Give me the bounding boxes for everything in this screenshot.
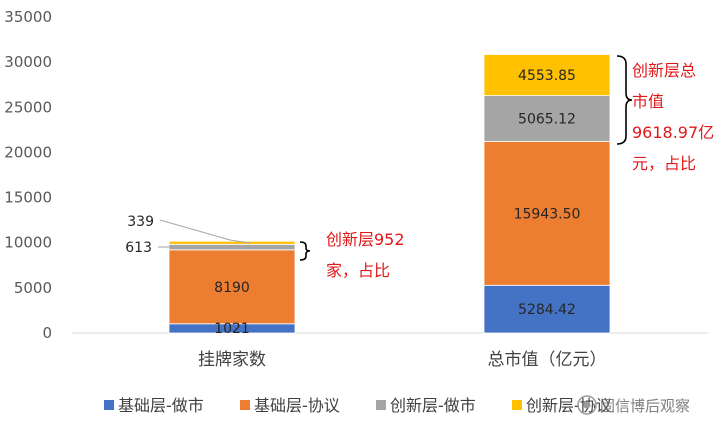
data-labels: 1021 8190 613 339 5284.42 15943.50 5065.12 4553… xyxy=(125,68,580,337)
y-tick-label: 35000 xyxy=(4,8,52,26)
bar-segment-1-3 xyxy=(168,243,296,251)
bar-segment-2-2 xyxy=(483,140,611,286)
y-tick-label: 15000 xyxy=(4,189,52,207)
annotation-count-line-1: 创新层952 xyxy=(326,230,405,249)
data-label-2-3: 5065.12 xyxy=(518,111,576,127)
legend-swatch xyxy=(104,400,114,410)
watermark-logo-icon xyxy=(577,395,597,415)
legend-swatch xyxy=(512,400,522,410)
bar-segment-2-3 xyxy=(483,95,611,142)
y-tick-label: 25000 xyxy=(4,98,52,116)
x-category-label: 挂牌家数 xyxy=(198,350,266,370)
y-tick-label: 0 xyxy=(42,324,52,342)
leader-line-339 xyxy=(159,219,251,244)
bar-segment-2-1 xyxy=(483,284,611,334)
y-axis: 0 5000 10000 15000 20000 25000 30000 35000 xyxy=(4,8,52,342)
data-label-1-2: 8190 xyxy=(214,280,250,296)
data-label-1-4: 339 xyxy=(127,214,154,230)
legend-swatch xyxy=(240,400,250,410)
annotation-count-line-2: 家，占比 xyxy=(326,261,390,280)
legend-item: 基础层-协议 xyxy=(240,396,340,415)
watermark-text: 固信博后观察 xyxy=(600,397,690,415)
bar-segment-1-4 xyxy=(168,240,296,245)
data-label-2-4: 4553.85 xyxy=(518,68,576,84)
brace-innovation-count xyxy=(299,241,311,261)
x-axis-categories: 挂牌家数 总市值（亿元） xyxy=(198,350,607,370)
legend-item: 创新层-做市 xyxy=(376,396,476,415)
y-tick-label: 5000 xyxy=(14,279,52,297)
annotation-value-line-4: 元，占比 xyxy=(632,154,696,173)
y-tick-label: 10000 xyxy=(4,234,52,252)
bars: 1021 8190 613 339 5284.42 15943.50 5065.12 4553… xyxy=(125,54,611,337)
data-label-2-1: 5284.42 xyxy=(518,302,576,318)
data-label-1-3: 613 xyxy=(125,240,152,256)
data-label-1-1: 1021 xyxy=(214,321,250,337)
annotation-value-line-3: 9618.97亿 xyxy=(632,123,714,142)
legend-label: 创新层-做市 xyxy=(390,396,476,415)
bar-segment-1-2 xyxy=(168,249,296,325)
x-category-label: 总市值（亿元） xyxy=(488,350,607,370)
watermark: 固信博后观察 xyxy=(577,395,690,415)
legend-label: 创新层-协议 xyxy=(526,396,612,415)
legend-label: 基础层-做市 xyxy=(118,396,204,415)
annotation-value-line-2: 市值 xyxy=(632,92,664,111)
bar-segment-2-4 xyxy=(483,54,611,97)
y-tick-label: 30000 xyxy=(4,53,52,71)
data-label-2-2: 15943.50 xyxy=(514,206,581,222)
watermark-logo-dot-icon xyxy=(583,401,591,409)
legend: 基础层-做市 基础层-协议 创新层-做市 创新层-协议 xyxy=(104,396,612,415)
y-tick-label: 20000 xyxy=(4,143,52,161)
annotation-value-line-1: 创新层总 xyxy=(632,61,696,80)
legend-swatch xyxy=(376,400,386,410)
legend-item: 基础层-做市 xyxy=(104,396,204,415)
legend-label: 基础层-协议 xyxy=(254,396,340,415)
legend-item: 创新层-协议 xyxy=(512,396,612,415)
brace-innovation-value xyxy=(616,55,633,145)
